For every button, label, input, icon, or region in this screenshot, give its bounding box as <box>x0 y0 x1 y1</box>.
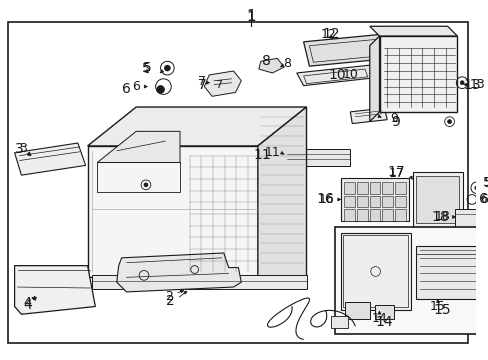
Polygon shape <box>349 108 386 123</box>
Text: 3: 3 <box>20 142 27 156</box>
Polygon shape <box>117 253 241 292</box>
Bar <box>394 182 405 194</box>
Text: 5: 5 <box>483 176 488 190</box>
Text: 9: 9 <box>391 114 400 129</box>
Text: 12: 12 <box>320 27 336 41</box>
Polygon shape <box>369 36 379 122</box>
Text: 2: 2 <box>165 294 174 308</box>
Text: 14: 14 <box>371 312 386 325</box>
Bar <box>344 195 354 207</box>
Text: 6: 6 <box>479 193 487 206</box>
Text: 11: 11 <box>264 146 280 159</box>
Text: 8: 8 <box>283 57 290 70</box>
Polygon shape <box>204 71 241 96</box>
Text: 6: 6 <box>478 193 487 207</box>
Text: 14: 14 <box>375 315 392 329</box>
Text: 5: 5 <box>142 62 150 75</box>
Polygon shape <box>258 58 284 73</box>
Text: 7: 7 <box>198 78 206 92</box>
Polygon shape <box>483 256 488 295</box>
Bar <box>334 227 488 334</box>
Polygon shape <box>15 266 95 314</box>
Bar <box>356 182 367 194</box>
Text: 1: 1 <box>246 9 255 23</box>
Bar <box>382 209 392 221</box>
Text: 17: 17 <box>386 165 404 179</box>
Text: 16: 16 <box>319 193 334 206</box>
Bar <box>454 209 486 227</box>
Polygon shape <box>257 107 306 277</box>
Text: 7: 7 <box>215 80 222 90</box>
Bar <box>340 178 408 221</box>
Bar <box>343 235 407 307</box>
Text: 9: 9 <box>389 112 397 125</box>
Bar <box>356 209 367 221</box>
Bar <box>344 209 354 221</box>
Bar <box>416 176 458 223</box>
Bar <box>356 195 367 207</box>
Text: 1: 1 <box>246 9 255 24</box>
Bar <box>412 172 462 227</box>
Polygon shape <box>481 126 488 316</box>
Polygon shape <box>97 131 180 162</box>
Bar <box>330 316 347 328</box>
Text: 17: 17 <box>388 167 404 180</box>
Text: 10: 10 <box>342 68 358 81</box>
Text: 6: 6 <box>122 81 131 95</box>
Polygon shape <box>15 143 85 175</box>
Bar <box>394 195 405 207</box>
Polygon shape <box>379 36 456 112</box>
Polygon shape <box>87 107 306 146</box>
Circle shape <box>164 65 170 71</box>
Polygon shape <box>303 34 390 66</box>
Text: 18: 18 <box>431 210 449 224</box>
Polygon shape <box>369 26 456 36</box>
Text: 2: 2 <box>165 290 173 303</box>
Text: 4: 4 <box>23 298 32 311</box>
Bar <box>374 305 393 319</box>
Circle shape <box>474 186 478 190</box>
Bar <box>97 162 180 192</box>
Text: 5: 5 <box>482 176 488 189</box>
Circle shape <box>459 81 463 85</box>
Text: 15: 15 <box>432 303 449 318</box>
Text: 12: 12 <box>322 27 339 41</box>
Bar <box>416 246 482 299</box>
Bar <box>369 195 380 207</box>
Text: 10: 10 <box>328 68 346 82</box>
Text: 18: 18 <box>434 211 450 224</box>
Text: 7: 7 <box>198 75 206 88</box>
Bar <box>344 182 354 194</box>
Bar <box>369 182 380 194</box>
Text: 11: 11 <box>253 148 271 162</box>
Text: 6: 6 <box>132 80 140 93</box>
Polygon shape <box>486 198 488 250</box>
Text: 13: 13 <box>469 78 485 91</box>
Bar <box>369 209 380 221</box>
Circle shape <box>447 120 450 123</box>
Bar <box>394 209 405 221</box>
Text: 3: 3 <box>15 142 24 156</box>
Polygon shape <box>296 65 374 86</box>
Bar <box>286 149 349 166</box>
Bar <box>92 275 306 289</box>
Text: 4: 4 <box>23 296 31 309</box>
Bar <box>382 195 392 207</box>
Circle shape <box>144 183 147 187</box>
Text: 13: 13 <box>462 78 480 92</box>
Bar <box>345 302 369 319</box>
Polygon shape <box>87 146 257 277</box>
Text: 16: 16 <box>315 193 333 207</box>
Circle shape <box>156 86 164 93</box>
Text: 15: 15 <box>429 300 445 313</box>
Text: 5: 5 <box>142 61 151 75</box>
Bar <box>382 182 392 194</box>
Text: 8: 8 <box>262 54 270 68</box>
Bar <box>340 233 410 310</box>
